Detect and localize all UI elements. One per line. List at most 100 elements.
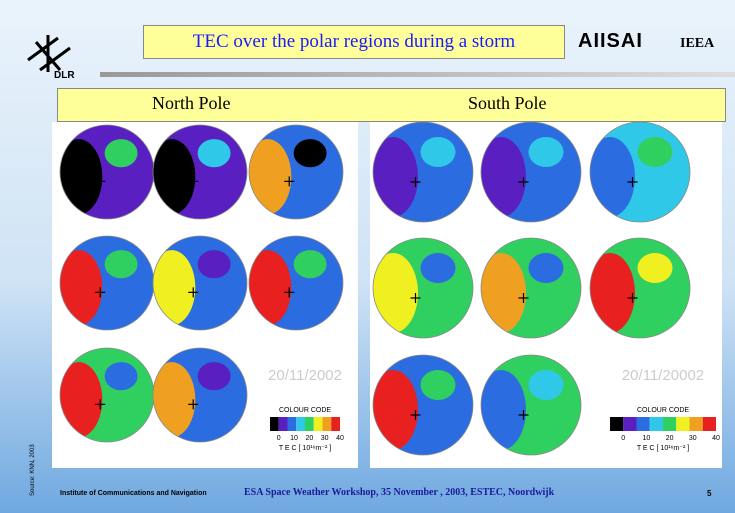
colour-swatch <box>689 417 703 431</box>
map-cross <box>627 293 638 303</box>
map-cross <box>518 293 529 303</box>
colour-swatch <box>623 417 637 431</box>
map-region <box>197 139 231 168</box>
colour-swatch <box>636 417 650 431</box>
map-border <box>589 121 691 223</box>
map-cross <box>284 176 295 187</box>
dlr-text: DLR <box>54 70 75 80</box>
map <box>481 238 581 338</box>
colour-unit: T E C [ 10¹⁶m⁻² ] <box>637 445 689 452</box>
map-region <box>153 139 196 215</box>
colour-swatch <box>296 417 305 431</box>
map-region <box>590 137 635 217</box>
map-border <box>480 237 582 339</box>
page-number: 5 <box>707 489 712 498</box>
map-region <box>528 137 564 167</box>
map-region <box>153 362 196 438</box>
colour-swatch <box>313 417 323 431</box>
map-region <box>249 250 292 326</box>
map <box>373 122 473 222</box>
map-region <box>420 370 456 400</box>
institute: Institute of Communications and Navigati… <box>60 490 207 497</box>
header-bar <box>57 88 726 122</box>
map-border <box>480 354 582 456</box>
colour-tick: 20 <box>666 435 674 442</box>
map-region <box>420 253 456 283</box>
map <box>60 125 154 219</box>
map <box>481 355 581 455</box>
map-cross <box>95 287 106 298</box>
map-cross <box>188 176 199 187</box>
map-region <box>104 362 138 391</box>
map-region <box>420 137 456 167</box>
colour-swatch <box>676 417 690 431</box>
map-cross <box>95 176 106 187</box>
map-region <box>153 250 196 326</box>
map-border <box>372 237 474 339</box>
map-border <box>248 124 344 220</box>
map-region <box>104 139 138 168</box>
map <box>153 125 247 219</box>
map-region <box>373 370 418 450</box>
map-border <box>152 124 248 220</box>
map <box>373 355 473 455</box>
colour-tick: 40 <box>712 435 720 442</box>
map-border <box>152 347 248 443</box>
logo: AIISAI <box>578 30 643 52</box>
map-cross <box>410 293 421 303</box>
map-border <box>152 235 248 331</box>
map-region <box>249 139 292 215</box>
map-region <box>373 137 418 217</box>
panel-title: North Pole <box>152 93 231 113</box>
map-cross <box>410 177 421 187</box>
colour-swatch <box>331 417 340 431</box>
map-region <box>197 362 231 391</box>
map-region <box>528 253 564 283</box>
map-border <box>480 121 582 223</box>
org: IEEA <box>680 36 715 51</box>
map-region <box>60 362 103 438</box>
map <box>373 238 473 338</box>
map-region <box>637 137 673 167</box>
slide-title: TEC over the polar regions during a stor… <box>143 25 565 59</box>
map <box>249 125 343 219</box>
colour-unit: T E C [ 10¹⁶m⁻² ] <box>279 445 331 452</box>
map <box>590 122 690 222</box>
map-border <box>589 237 691 339</box>
map-region <box>481 253 526 333</box>
colour-swatch <box>305 417 314 431</box>
map-cross <box>188 287 199 298</box>
map-border <box>372 121 474 223</box>
map <box>153 348 247 442</box>
map-region <box>60 139 103 215</box>
colour-swatch <box>702 417 716 431</box>
map <box>153 236 247 330</box>
map-cross <box>188 399 199 410</box>
map-border <box>248 235 344 331</box>
map-region <box>637 253 673 283</box>
map-region <box>481 137 526 217</box>
colour-tick: 10 <box>290 435 298 442</box>
map-cross <box>284 287 295 298</box>
map-region <box>590 253 635 333</box>
map-cross <box>95 399 106 410</box>
map-region <box>481 370 526 450</box>
map-cross <box>518 177 529 187</box>
map-region <box>60 250 103 326</box>
map-border <box>372 354 474 456</box>
colour-tick: 30 <box>321 435 329 442</box>
divider <box>100 72 735 77</box>
map-region <box>293 250 327 279</box>
map-region <box>104 250 138 279</box>
colour-tick: 0 <box>621 435 625 442</box>
colour-swatch <box>610 417 624 431</box>
map-cross <box>410 410 421 420</box>
dlr-logo: DLR <box>27 35 75 80</box>
map-region <box>528 370 564 400</box>
colour-tick: 20 <box>305 435 313 442</box>
map <box>60 236 154 330</box>
colour-swatch <box>270 417 279 431</box>
colour-tick: 0 <box>277 435 281 442</box>
colour-swatch <box>663 417 677 431</box>
